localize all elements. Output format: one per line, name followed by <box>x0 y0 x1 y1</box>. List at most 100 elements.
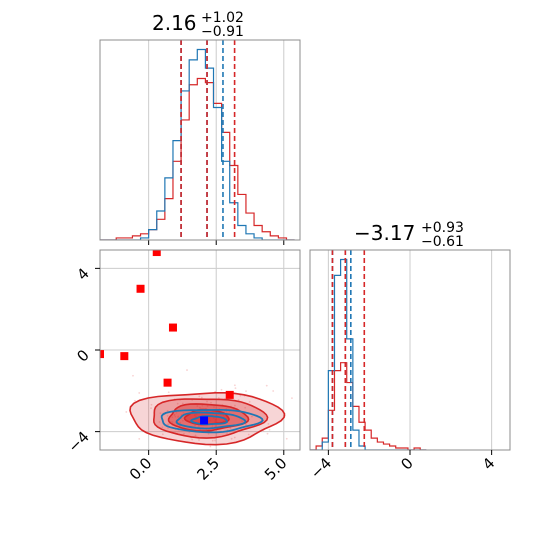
sample-point <box>161 426 164 429</box>
x-tick-labels-param2: −4 0 4 <box>307 450 498 482</box>
tick-label: 2.5 <box>193 454 223 484</box>
histogram-param2 <box>310 258 427 450</box>
sample-point <box>291 397 293 400</box>
sample-point <box>138 392 141 394</box>
sample-point <box>217 397 220 399</box>
sample-point <box>133 399 136 402</box>
sample-point <box>175 411 178 414</box>
sample-point <box>198 406 201 409</box>
title-param1-minus: −0.91 <box>201 24 244 40</box>
sample-point <box>267 422 270 425</box>
panel-param2-histogram: −4 0 4 −3.17 +0.93 −0.61 <box>307 220 511 482</box>
tick-label: 4 <box>73 264 92 283</box>
x-tick-labels-param1: 0.0 2.5 5.0 <box>126 450 291 484</box>
histogram-series-a <box>100 48 295 240</box>
sample-point <box>188 431 191 434</box>
sample-point <box>201 404 204 407</box>
scatter-contours <box>100 250 343 452</box>
sample-point <box>251 415 253 418</box>
histogram-param1 <box>100 48 295 240</box>
title-param2-median: −3.17 <box>354 221 415 245</box>
sample-point <box>194 424 196 427</box>
sample-point <box>229 427 232 430</box>
tick-label: 0.0 <box>126 454 156 484</box>
sample-point <box>125 411 128 413</box>
sample-point <box>171 421 174 423</box>
sample-point <box>186 369 188 371</box>
sample-point <box>150 407 152 410</box>
panel-param1-histogram: 2.16 +1.02 −0.91 <box>99 10 301 245</box>
sample-point <box>239 394 242 397</box>
sample-point <box>182 411 185 414</box>
sample-point <box>196 405 199 407</box>
sample-point <box>176 402 179 405</box>
sample-point <box>132 374 134 377</box>
sample-point <box>183 432 185 435</box>
contour-series-a <box>175 411 247 430</box>
sample-point <box>341 411 343 413</box>
marker-series-a <box>200 416 209 425</box>
sample-point <box>248 400 251 403</box>
quantile-lines-param1 <box>180 40 236 240</box>
sample-point <box>272 390 275 392</box>
y-tick-labels-param2: −4 0 4 <box>64 264 100 456</box>
contour-series-a <box>160 409 264 434</box>
sample-point <box>198 439 200 441</box>
panel-joint-scatter: 0.0 2.5 5.0 −4 0 4 <box>64 249 343 484</box>
sample-point <box>167 423 170 426</box>
sample-point <box>225 410 228 413</box>
sample-point <box>211 439 214 442</box>
sample-point <box>285 437 288 440</box>
sample-point <box>230 437 233 440</box>
sample-point <box>233 436 236 439</box>
sample-point <box>237 399 240 401</box>
histogram-series-b <box>310 362 427 450</box>
quantile-lines-param2 <box>331 250 366 450</box>
title-param1-median: 2.16 <box>152 11 197 35</box>
sample-point <box>247 433 250 436</box>
marker-series-b <box>163 378 172 387</box>
marker-series-b <box>136 284 145 293</box>
sample-point <box>179 421 182 424</box>
sample-point <box>174 415 177 418</box>
marker-series-b <box>100 350 104 359</box>
sample-point <box>241 420 243 423</box>
contour-series-a <box>190 415 228 426</box>
title-param1-plus: +1.02 <box>201 10 244 26</box>
title-param1: 2.16 +1.02 −0.91 <box>152 10 244 40</box>
marker-series-b <box>168 323 177 332</box>
sample-point <box>214 439 217 442</box>
title-param2-minus: −0.61 <box>421 234 464 250</box>
sample-point <box>166 415 169 417</box>
sample-point <box>173 414 176 416</box>
marker-series-b <box>225 390 234 399</box>
sample-point <box>167 391 170 394</box>
sample-point <box>197 425 200 427</box>
tick-label: 0 <box>397 454 416 473</box>
sample-point <box>266 450 268 452</box>
sample-point <box>244 406 247 409</box>
sample-point <box>177 415 180 418</box>
tick-label: −4 <box>64 428 92 456</box>
sample-point <box>150 403 153 406</box>
sample-point <box>233 384 236 387</box>
sample-point <box>166 409 169 412</box>
sample-point <box>245 390 247 393</box>
sample-point <box>209 445 212 448</box>
sample-point <box>171 416 174 419</box>
sample-point <box>262 430 265 433</box>
sample-point <box>234 404 236 407</box>
sample-point <box>191 438 194 441</box>
sample-point <box>158 421 161 423</box>
sample-point <box>234 387 237 390</box>
sample-point <box>181 419 184 422</box>
sample-point <box>159 412 162 415</box>
sample-point <box>268 428 271 431</box>
sample-point <box>181 402 184 405</box>
sample-point <box>226 432 228 435</box>
sample-point <box>207 432 210 435</box>
tick-label: 4 <box>479 454 498 473</box>
panel-frame-top-left <box>99 39 301 241</box>
sample-point <box>245 424 247 426</box>
